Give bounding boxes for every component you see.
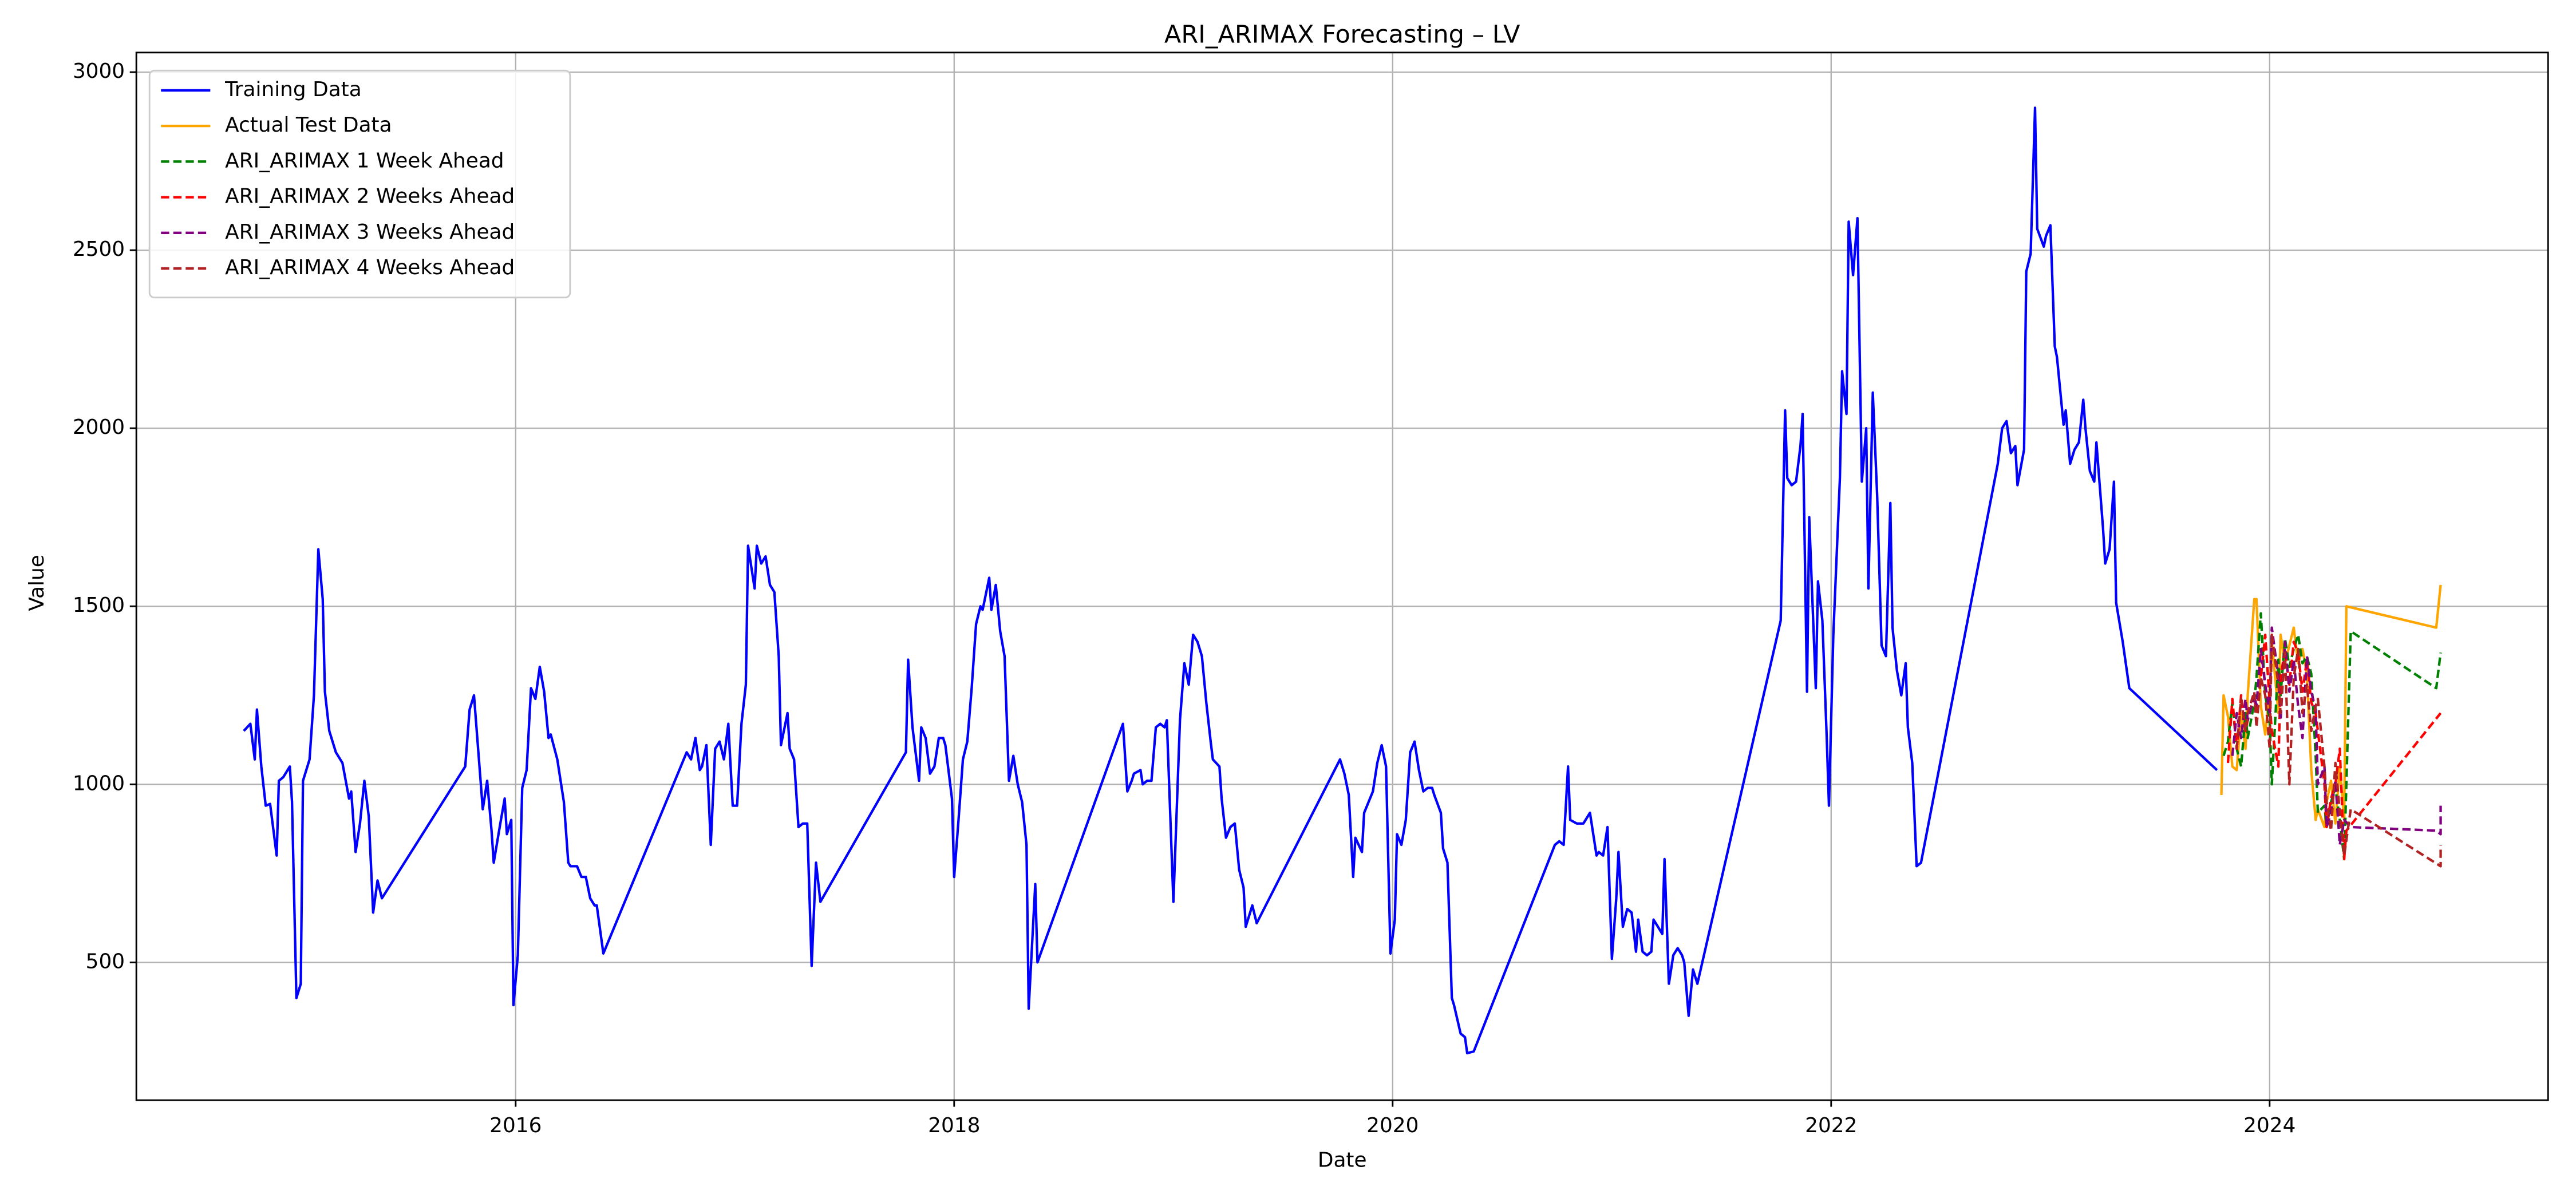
y-tick-label: 3000 [73,60,125,83]
y-tick-label: 1000 [73,772,125,795]
x-tick-label: 2016 [489,1114,542,1137]
chart-title: ARI_ARIMAX Forecasting – LV [1164,21,1520,49]
x-tick-label: 2022 [1805,1114,1857,1137]
legend-label: ARI_ARIMAX 1 Week Ahead [225,149,504,172]
x-tick-label: 2020 [1366,1114,1419,1137]
x-tick-label: 2024 [2243,1114,2296,1137]
legend-label: Actual Test Data [225,113,392,137]
legend-label: ARI_ARIMAX 2 Weeks Ahead [225,185,515,208]
legend-label: ARI_ARIMAX 4 Weeks Ahead [225,256,515,279]
legend-label: ARI_ARIMAX 3 Weeks Ahead [225,220,515,244]
grid: 2016 2018 2020 2022 2024 500 1000 1500 2000 2500 3… [73,52,2549,1137]
y-axis-label: Value [25,555,49,611]
series-line [243,106,2218,1055]
legend-box [148,69,571,299]
legend: Training Data Actual Test Data ARI_ARIMAX … [148,69,571,299]
y-tick-label: 2500 [73,238,125,261]
y-tick-label: 2000 [73,416,125,439]
x-tick-label: 2018 [928,1114,980,1137]
y-tick-label: 1500 [73,594,125,617]
y-tick-label: 500 [86,950,125,973]
legend-label: Training Data [224,78,362,101]
plot-area [243,106,2442,1055]
series-line [2235,633,2442,868]
x-axis-label: Date [1318,1148,1367,1172]
axes-frame [135,52,2549,1101]
